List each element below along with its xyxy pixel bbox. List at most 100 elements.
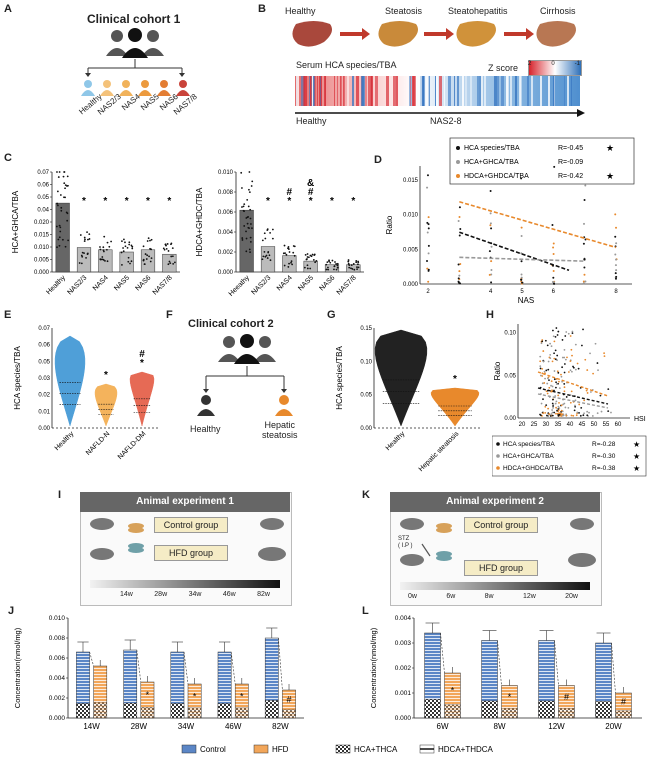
y-tick-label: 0.000 xyxy=(403,282,419,288)
data-point xyxy=(551,402,554,405)
data-point xyxy=(351,268,354,270)
data-point xyxy=(489,222,492,225)
heatmap-stripe xyxy=(364,76,367,106)
data-point xyxy=(458,274,461,277)
data-point xyxy=(81,255,84,258)
data-point xyxy=(555,412,557,415)
data-point xyxy=(266,228,269,231)
data-point xyxy=(552,407,554,409)
person-body-icon xyxy=(138,90,152,96)
data-point xyxy=(585,389,588,392)
regression-line-hca-species xyxy=(459,231,570,272)
heatmap-stripe xyxy=(436,76,438,106)
data-point xyxy=(336,264,339,267)
data-point xyxy=(58,236,61,239)
data-point xyxy=(167,263,170,266)
data-point xyxy=(127,256,130,259)
bar-hfd-hca-segment xyxy=(501,708,518,719)
bar xyxy=(119,251,134,273)
y-tick-label: 0.15 xyxy=(360,326,372,332)
data-point xyxy=(347,260,350,263)
bar-control-hca-segment xyxy=(217,703,232,719)
data-point xyxy=(564,358,567,361)
data-point xyxy=(563,356,566,359)
data-point xyxy=(310,255,313,258)
data-point xyxy=(581,344,583,347)
panel-d-chart: HCA species/TBA R=-0.45 ★ HCA+GHCA/TBA R=-0.… xyxy=(385,137,635,305)
regression-line-hdca-ghdca xyxy=(459,201,617,249)
data-point xyxy=(570,390,573,393)
bar xyxy=(260,246,276,273)
data-point xyxy=(554,349,557,352)
heatmap-stripe xyxy=(497,76,500,106)
data-point xyxy=(560,409,563,412)
data-point xyxy=(329,261,332,264)
data-point xyxy=(553,378,556,381)
panel-letter-a: A xyxy=(4,3,12,15)
data-point xyxy=(126,246,129,249)
data-point xyxy=(557,330,560,333)
data-point xyxy=(127,260,130,263)
data-point xyxy=(488,250,491,253)
panel-e-chart: 0.00 0.01 0.02 0.03 0.05 0.06 0.07 HCA species/… xyxy=(13,326,160,461)
heatmap-stripe xyxy=(457,76,459,106)
y-tick-label: 0.06 xyxy=(38,343,50,349)
heatmap-stripe xyxy=(506,76,509,106)
data-point xyxy=(547,407,550,410)
data-point xyxy=(120,251,123,254)
data-point xyxy=(457,263,460,266)
data-point xyxy=(545,369,548,372)
data-point xyxy=(558,412,561,414)
data-point xyxy=(67,239,70,242)
y-tick-label: 0.03 xyxy=(38,376,50,382)
data-point xyxy=(552,329,554,332)
data-point xyxy=(490,260,493,263)
legend-significance-star: ★ xyxy=(633,440,640,449)
data-point xyxy=(121,263,123,266)
data-point xyxy=(557,394,560,397)
category-label: 6W xyxy=(437,722,449,731)
data-point xyxy=(427,223,430,226)
data-point xyxy=(250,185,253,187)
data-point xyxy=(586,414,589,417)
violin xyxy=(430,387,480,427)
data-point xyxy=(560,373,562,376)
data-point xyxy=(543,370,546,373)
data-point xyxy=(544,405,547,408)
heatmap-stripe xyxy=(520,76,522,106)
x-tick-label: 55 xyxy=(603,422,610,428)
data-point xyxy=(350,267,352,270)
data-point xyxy=(149,260,152,263)
category-label: NAS4 xyxy=(92,274,110,292)
data-point xyxy=(60,206,63,209)
significance-mark: * xyxy=(146,196,150,207)
bar-hfd-hca-segment xyxy=(282,709,296,719)
category-label: 46W xyxy=(225,722,242,731)
data-point xyxy=(142,245,145,248)
data-point xyxy=(427,216,430,219)
data-point xyxy=(596,362,599,364)
data-point xyxy=(328,259,330,262)
significance-mark: * xyxy=(103,196,107,207)
data-point xyxy=(355,259,358,262)
data-point xyxy=(554,395,557,397)
data-point xyxy=(553,352,555,355)
data-point xyxy=(588,411,590,414)
heatmap-stripe xyxy=(409,76,412,106)
heatmap-stripe xyxy=(539,76,543,106)
panel-a-cohort-diagram xyxy=(81,28,190,96)
data-point xyxy=(60,209,63,212)
panel-letter-c: C xyxy=(4,152,12,164)
data-point xyxy=(557,371,560,374)
data-point xyxy=(245,237,248,240)
data-point xyxy=(106,260,109,263)
panel-k-timeline xyxy=(400,582,590,590)
data-point xyxy=(582,328,584,331)
category-label: NAS7/8 xyxy=(336,274,358,296)
data-point xyxy=(549,357,552,360)
significance-mark: # xyxy=(564,692,569,702)
legend-significance-star: ★ xyxy=(633,452,640,461)
data-point xyxy=(336,262,339,265)
y-tick-label: 0.04 xyxy=(37,208,49,214)
category-label: 82W xyxy=(272,722,289,731)
